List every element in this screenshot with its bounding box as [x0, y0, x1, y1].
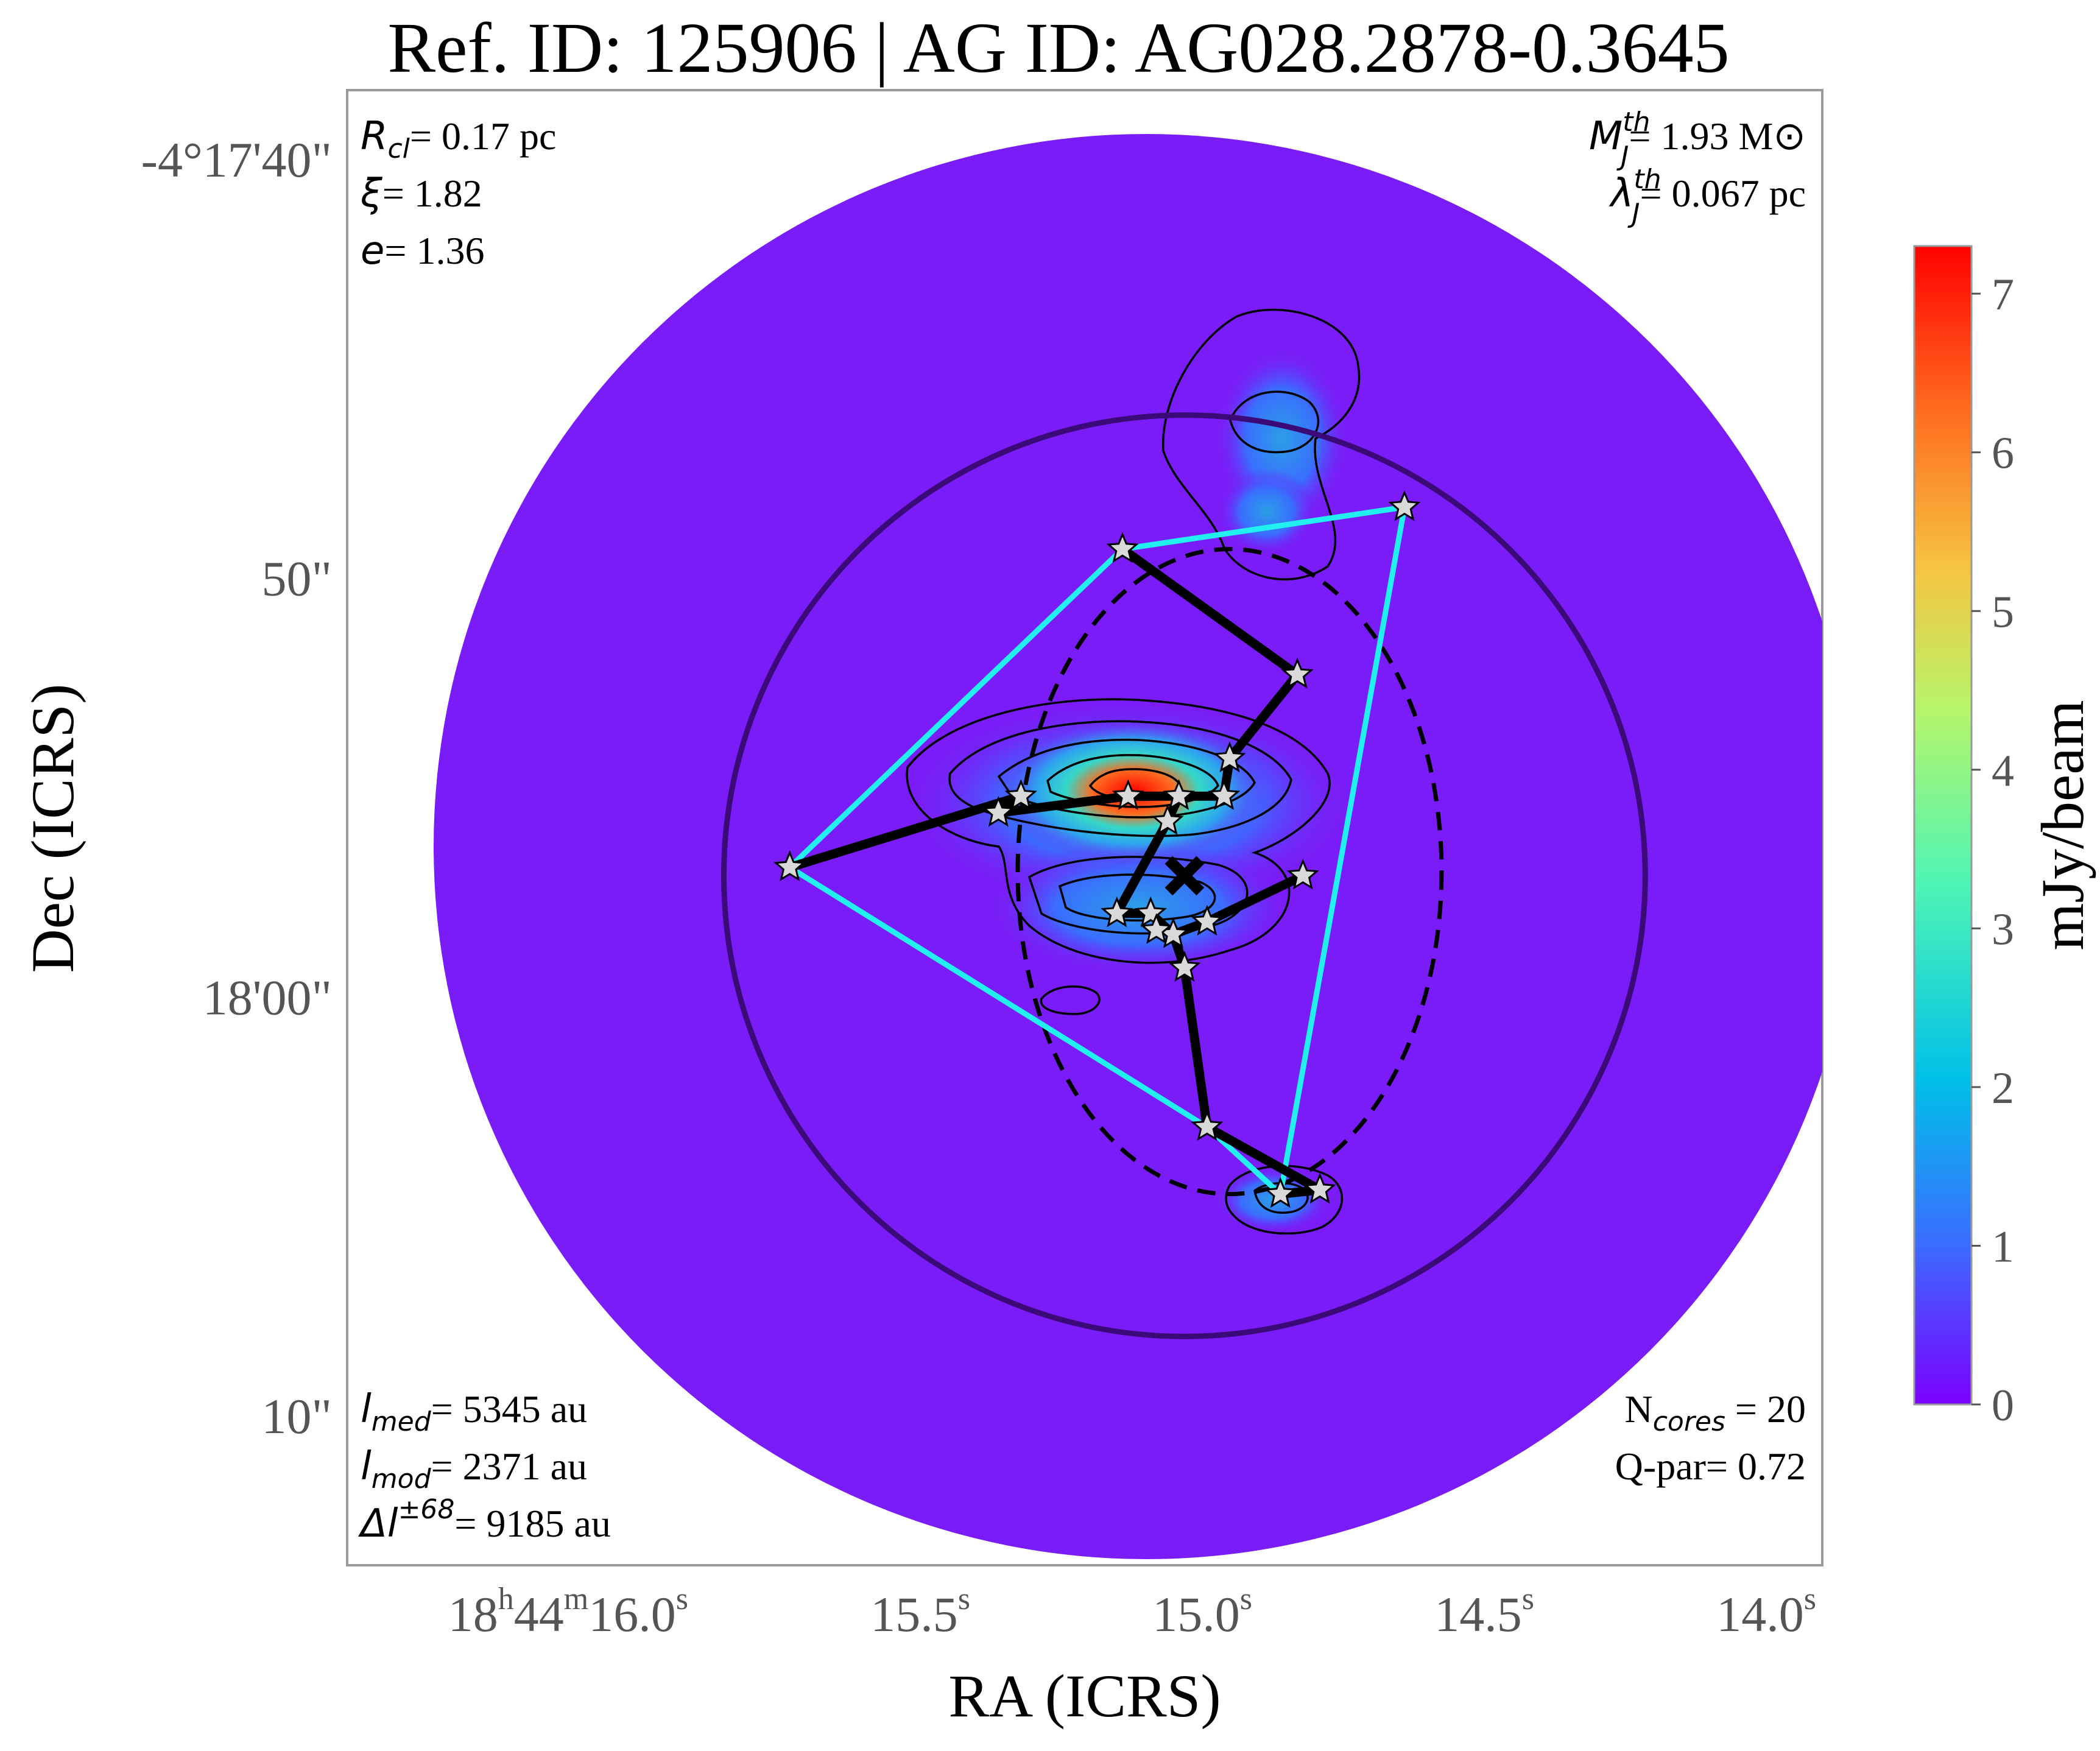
colorbar [1913, 245, 1973, 1406]
x-tick-3: 14.5s [1434, 1582, 1534, 1642]
core-marker-9 [773, 850, 806, 881]
y-tick-3: 10" [262, 1389, 332, 1444]
ann-tl-line-1: ξ= 1.82 [360, 171, 482, 216]
x-tick-labels: 18h44m16.0s 15.5s 15.0s 14.5s 14.0s [448, 1582, 1816, 1642]
mst-edge-9 [1112, 817, 1172, 918]
hull-edge-4 [1122, 504, 1405, 552]
core-marker-10 [1286, 858, 1319, 890]
core-marker-2 [1213, 741, 1246, 772]
fitted-ellipse [1015, 547, 1444, 1197]
colorbar-tick-7: 7 [1992, 270, 2014, 320]
core-marker-6 [1163, 779, 1196, 810]
cluster-radius-circle [721, 412, 1648, 1339]
y-tick-1: 50" [262, 551, 332, 607]
core-marker-18 [1264, 1177, 1297, 1208]
contour-north-inner [1229, 390, 1320, 454]
core-marker-20 [1388, 490, 1421, 521]
y-tick-0: -4°17'40" [141, 132, 332, 188]
ann-tl-line-0: Rcl= 0.17 pc [361, 114, 556, 164]
svg-text:15.5s: 15.5s [870, 1582, 970, 1642]
mst-edge-13 [1202, 871, 1308, 927]
ann-tl-line-2: e= 1.36 [361, 228, 484, 273]
colorbar-tick-3: 3 [1992, 904, 2014, 954]
chart-title: Ref. ID: 125906 | AG ID: AG028.2878-0.36… [387, 8, 1729, 88]
x-tick-4: 14.0s [1716, 1582, 1816, 1642]
colorbar-tick-1: 1 [1992, 1222, 2014, 1272]
hull-edge-0 [1277, 506, 1408, 1195]
svg-text:14.5s: 14.5s [1434, 1582, 1534, 1642]
core-marker-17 [1191, 1110, 1224, 1141]
convex-hull-edges [788, 504, 1408, 1196]
centroid-marker [1165, 856, 1205, 896]
map-area [434, 134, 1822, 1559]
core-marker-4 [982, 795, 1015, 827]
core-marker-15 [1140, 913, 1173, 944]
mst-edge-5 [993, 791, 1133, 818]
mst-edge-7 [785, 791, 1026, 872]
core-marker-3 [1004, 779, 1037, 810]
annotation-top-left: Rcl= 0.17 pc ξ= 1.82 e= 1.36 [360, 114, 556, 273]
hull-edge-3 [788, 547, 1125, 870]
emission-southern-filament [987, 840, 1291, 974]
annotation-top-right: Mth J= 1.93 M⊙λth J= 0.067 pc [1589, 107, 1806, 229]
svg-text:14.0s: 14.0s [1716, 1582, 1816, 1642]
colorbar-ticks: 0 1 2 3 4 5 6 7 [1971, 270, 2014, 1431]
core-marker-5 [1112, 779, 1144, 810]
core-marker-7 [1208, 779, 1241, 810]
core-marker-1 [1281, 657, 1314, 689]
core-marker-19 [1303, 1172, 1336, 1204]
contour-south-inner [1027, 856, 1249, 935]
ann-bl-line-1: lmod= 2371 au [361, 1444, 587, 1495]
contour-small-patch [1040, 985, 1101, 1015]
core-marker-16 [1168, 951, 1201, 982]
svg-text:18h44m16.0s: 18h44m16.0s [448, 1582, 688, 1642]
svg-text:15.0s: 15.0s [1152, 1582, 1252, 1642]
ann-br-line-1: Q-par= 0.72 [1615, 1445, 1806, 1488]
x-tick-1: 15.5s [870, 1582, 970, 1642]
colorbar-tick-4: 4 [1992, 746, 2014, 796]
mst-edge-0 [1118, 544, 1302, 680]
colorbar-tick-6: 6 [1992, 429, 2014, 479]
y-tick-2: 18'00" [203, 970, 332, 1025]
colorbar-tick-5: 5 [1992, 587, 2014, 637]
colorbar-tick-0: 0 [1992, 1381, 2014, 1431]
mst-edge-1 [1225, 670, 1302, 763]
y-tick-labels: -4°17'40" 50" 18'00" 10" [141, 132, 332, 1444]
hull-edge-2 [788, 865, 1209, 1130]
core-marker-8 [1151, 804, 1184, 836]
core-marker-13 [1191, 904, 1224, 936]
contour-south-core [1058, 873, 1216, 922]
annotation-bottom-right: Ncores = 20 Q-par= 0.72 [1615, 1387, 1806, 1488]
core-markers [773, 490, 1421, 1208]
colorbar-label: mJy/beam [2029, 700, 2096, 950]
x-tick-2: 15.0s [1152, 1582, 1252, 1642]
contour-level-3 [997, 738, 1256, 819]
ann-tr-line-0: Mth J= 1.93 M⊙ [1589, 107, 1806, 172]
ann-tr-line-1: λth J= 0.067 pc [1609, 164, 1806, 229]
core-marker-0 [1106, 532, 1139, 563]
x-axis-label: RA (ICRS) [948, 1662, 1221, 1730]
mst-edge-16 [1202, 1122, 1325, 1195]
colorbar-tick-2: 2 [1992, 1063, 2014, 1113]
emission-northern-clump-2 [1218, 469, 1316, 554]
x-tick-0: 18h44m16.0s [448, 1582, 688, 1642]
centroid-x [1165, 856, 1205, 896]
ann-bl-line-0: lmed= 5345 au [361, 1387, 587, 1437]
core-marker-11 [1101, 896, 1133, 928]
ann-bl-line-2: Δl±68= 9185 au [358, 1494, 611, 1546]
ann-br-line-0: Ncores = 20 [1624, 1387, 1806, 1437]
mst-edge-15 [1180, 963, 1212, 1132]
y-axis-label: Dec (ICRS) [19, 684, 86, 973]
